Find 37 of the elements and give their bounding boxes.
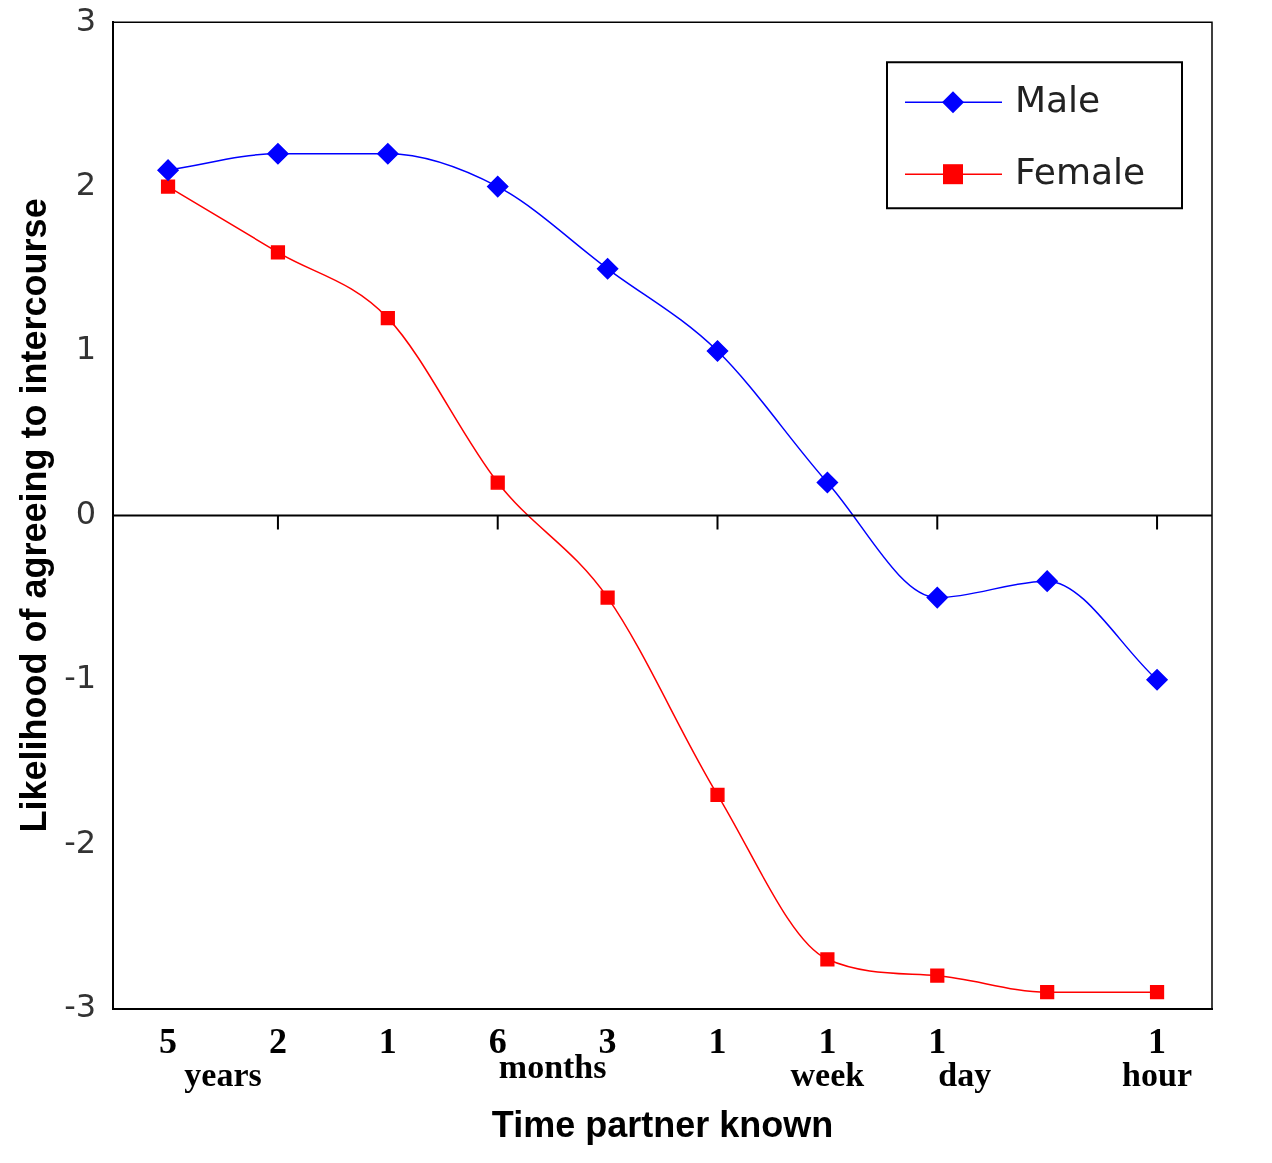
legend-label: Female [1015,150,1146,192]
legend-label: Male [1015,78,1101,120]
point [486,175,509,198]
y-tick-label: 2 [75,164,97,203]
point [377,142,399,165]
point [596,258,619,280]
point [710,787,725,802]
point [926,586,949,609]
x-tick-label: 1 [708,1021,727,1062]
point [380,311,395,326]
point [706,340,729,362]
y-tick-label: 1 [75,329,97,368]
point [816,471,839,494]
point [157,159,179,181]
x-tick-label: 1 [378,1021,397,1062]
x-tick-label: 5 [159,1021,178,1062]
point [160,179,176,194]
y-tick-label: 3 [75,0,97,39]
y-tick-label: -3 [64,986,97,1025]
point [270,245,286,260]
y-tick-label: -1 [64,658,97,697]
x-tick-label: 2 [268,1021,287,1062]
point [1040,985,1055,1000]
y-tick-label: -2 [64,822,97,861]
x-axis-title: Time partner known [491,1104,834,1146]
point [820,952,835,967]
point [1036,570,1058,592]
point [1149,985,1165,1000]
x-tick-label: 3 [598,1021,617,1062]
point [1146,669,1168,691]
point [267,142,289,165]
y-tick-label: 0 [75,493,97,532]
y-axis-title: Likelihood of agreeing to intercourse [12,198,54,833]
point [930,968,945,983]
point [600,590,615,605]
point [490,475,505,490]
text: years [184,1056,262,1094]
